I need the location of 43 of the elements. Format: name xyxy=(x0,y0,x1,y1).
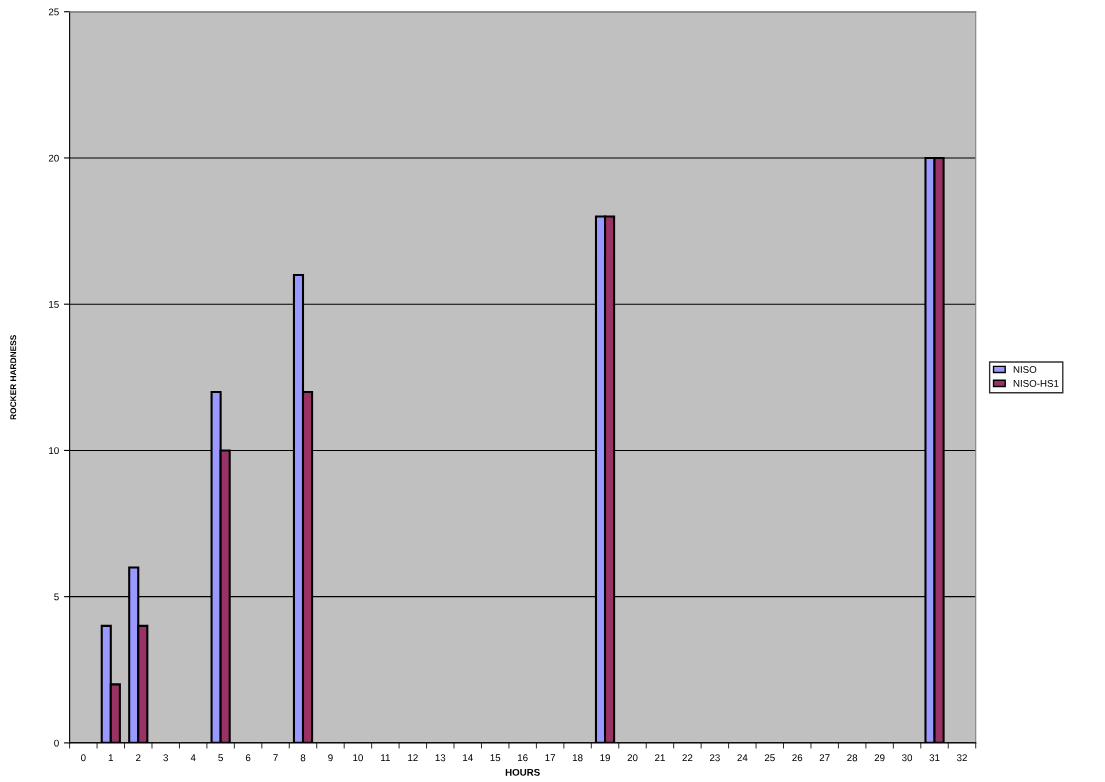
x-tick-label: 6 xyxy=(245,754,251,762)
x-tick-label: 7 xyxy=(273,754,278,762)
y-tick-label: 10 xyxy=(49,447,59,455)
x-tick-label: 14 xyxy=(463,754,473,762)
x-tick-label: 20 xyxy=(627,754,638,762)
x-tick-label: 13 xyxy=(435,754,446,762)
x-tick-label: 27 xyxy=(819,754,830,762)
x-tick-label: 28 xyxy=(847,754,858,762)
x-tick-label: 31 xyxy=(929,754,940,762)
x-axis-title: HOURS xyxy=(505,768,540,776)
x-tick-label: 4 xyxy=(190,754,196,762)
x-tick-label: 30 xyxy=(902,754,913,762)
y-tick-label: 5 xyxy=(54,593,59,601)
y-tick-label: 25 xyxy=(48,8,59,16)
x-tick-label: 22 xyxy=(682,754,693,762)
x-tick-label: 9 xyxy=(328,754,333,762)
legend-label: NISO-HS1 xyxy=(1013,380,1059,387)
x-tick-label: 32 xyxy=(956,754,967,762)
x-tick-label: 21 xyxy=(655,754,665,762)
x-tick-label: 1 xyxy=(108,754,114,762)
y-tick-label: 20 xyxy=(48,154,59,162)
x-tick-label: 0 xyxy=(81,754,86,762)
y-axis-title: ROCKER HARDNESS xyxy=(10,335,17,420)
x-tick-label: 25 xyxy=(764,754,775,762)
y-tick-label: 15 xyxy=(49,301,59,308)
x-tick-label: 26 xyxy=(792,754,803,762)
x-tick-label: 10 xyxy=(353,754,363,762)
legend-label: NISO xyxy=(1013,366,1037,373)
x-tick-label: 17 xyxy=(545,754,556,762)
x-tick-label: 23 xyxy=(709,754,720,762)
x-tick-label: 16 xyxy=(518,754,528,762)
x-tick-label: 11 xyxy=(381,754,390,762)
x-tick-label: 3 xyxy=(163,754,168,762)
y-tick-label: 0 xyxy=(54,739,59,747)
x-tick-label: 24 xyxy=(737,754,748,762)
x-tick-label: 15 xyxy=(490,754,501,762)
x-tick-label: 8 xyxy=(300,754,306,762)
x-tick-label: 19 xyxy=(600,754,610,762)
x-tick-label: 29 xyxy=(874,754,885,762)
x-tick-label: 12 xyxy=(408,754,418,762)
x-tick-label: 18 xyxy=(572,754,583,762)
x-tick-label: 2 xyxy=(136,754,141,762)
x-tick-label: 5 xyxy=(218,754,223,762)
